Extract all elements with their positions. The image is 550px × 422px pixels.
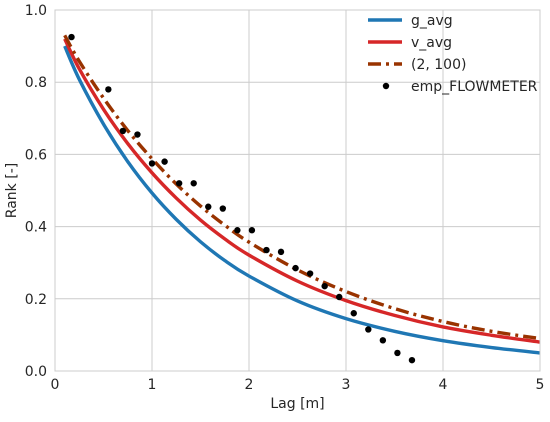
x-tick-label: 2 (245, 377, 254, 393)
data-point-emp-flowmeter (175, 180, 183, 187)
data-point-emp-flowmeter (105, 86, 112, 93)
y-tick-label: 1.0 (25, 3, 47, 19)
y-tick-label: 0.4 (25, 220, 47, 236)
x-tick-label: 4 (439, 377, 448, 393)
data-point-emp-flowmeter (263, 246, 270, 254)
series-line-v-avg (63, 38, 541, 344)
legend-item-emp-flowmeter: emp_FLOWMETER (382, 79, 538, 95)
y-tick-label: 0.8 (25, 75, 47, 91)
data-point-emp-flowmeter (365, 326, 372, 333)
data-point-emp-flowmeter (350, 310, 357, 317)
data-point-emp-flowmeter (234, 227, 241, 234)
y-tick-label: 0.2 (25, 292, 47, 308)
legend-label: emp_FLOWMETER (411, 79, 538, 95)
series-line-g-avg (63, 45, 541, 355)
data-point-emp-flowmeter (336, 293, 343, 301)
data-point-emp-flowmeter (119, 127, 127, 135)
data-point-emp-flowmeter (408, 356, 416, 364)
data-point-emp-flowmeter (134, 131, 141, 138)
legend-item-v-avg: v_avg (368, 35, 452, 51)
x-tick-label: 0 (51, 377, 60, 393)
legend: g_avg v_avg (2, 100) emp_FLOWMETER (368, 13, 538, 95)
data-point-emp-flowmeter (277, 248, 285, 256)
data-point-emp-flowmeter (219, 205, 227, 212)
data-point-emp-flowmeter (394, 349, 401, 357)
legend-item-g-avg: g_avg (368, 13, 453, 29)
data-point-emp-flowmeter (306, 270, 314, 277)
series-layer (63, 33, 541, 364)
y-tick-label: 0.0 (25, 364, 47, 380)
data-point-emp-flowmeter (248, 227, 256, 234)
y-tick-label: 0.6 (25, 147, 47, 163)
data-point-emp-flowmeter (161, 158, 168, 165)
y-axis-label: Rank [-] (4, 163, 20, 218)
legend-marker (382, 82, 390, 90)
x-axis-label: Lag [m] (270, 396, 324, 412)
series-emp-flowmeter (68, 33, 416, 364)
legend-item-2-100: (2, 100) (368, 57, 466, 73)
data-point-emp-flowmeter (321, 282, 328, 290)
data-point-emp-flowmeter (68, 33, 75, 41)
data-point-emp-flowmeter (205, 203, 212, 210)
legend-label: g_avg (411, 13, 453, 29)
tick-labels: 0 1 2 3 4 5 0.0 0.2 0.4 0.6 0.8 1.0 (25, 3, 545, 393)
series-line-2-100 (63, 34, 541, 341)
legend-label: (2, 100) (411, 57, 466, 73)
data-point-emp-flowmeter (292, 264, 299, 272)
plot-area (55, 10, 540, 371)
x-tick-label: 5 (536, 377, 545, 393)
data-point-emp-flowmeter (379, 337, 387, 344)
legend-label: v_avg (411, 35, 452, 51)
data-point-emp-flowmeter (148, 160, 156, 167)
data-point-emp-flowmeter (190, 180, 197, 187)
x-tick-label: 3 (342, 377, 351, 393)
plot-frame (54, 9, 541, 372)
x-tick-label: 1 (148, 377, 157, 393)
